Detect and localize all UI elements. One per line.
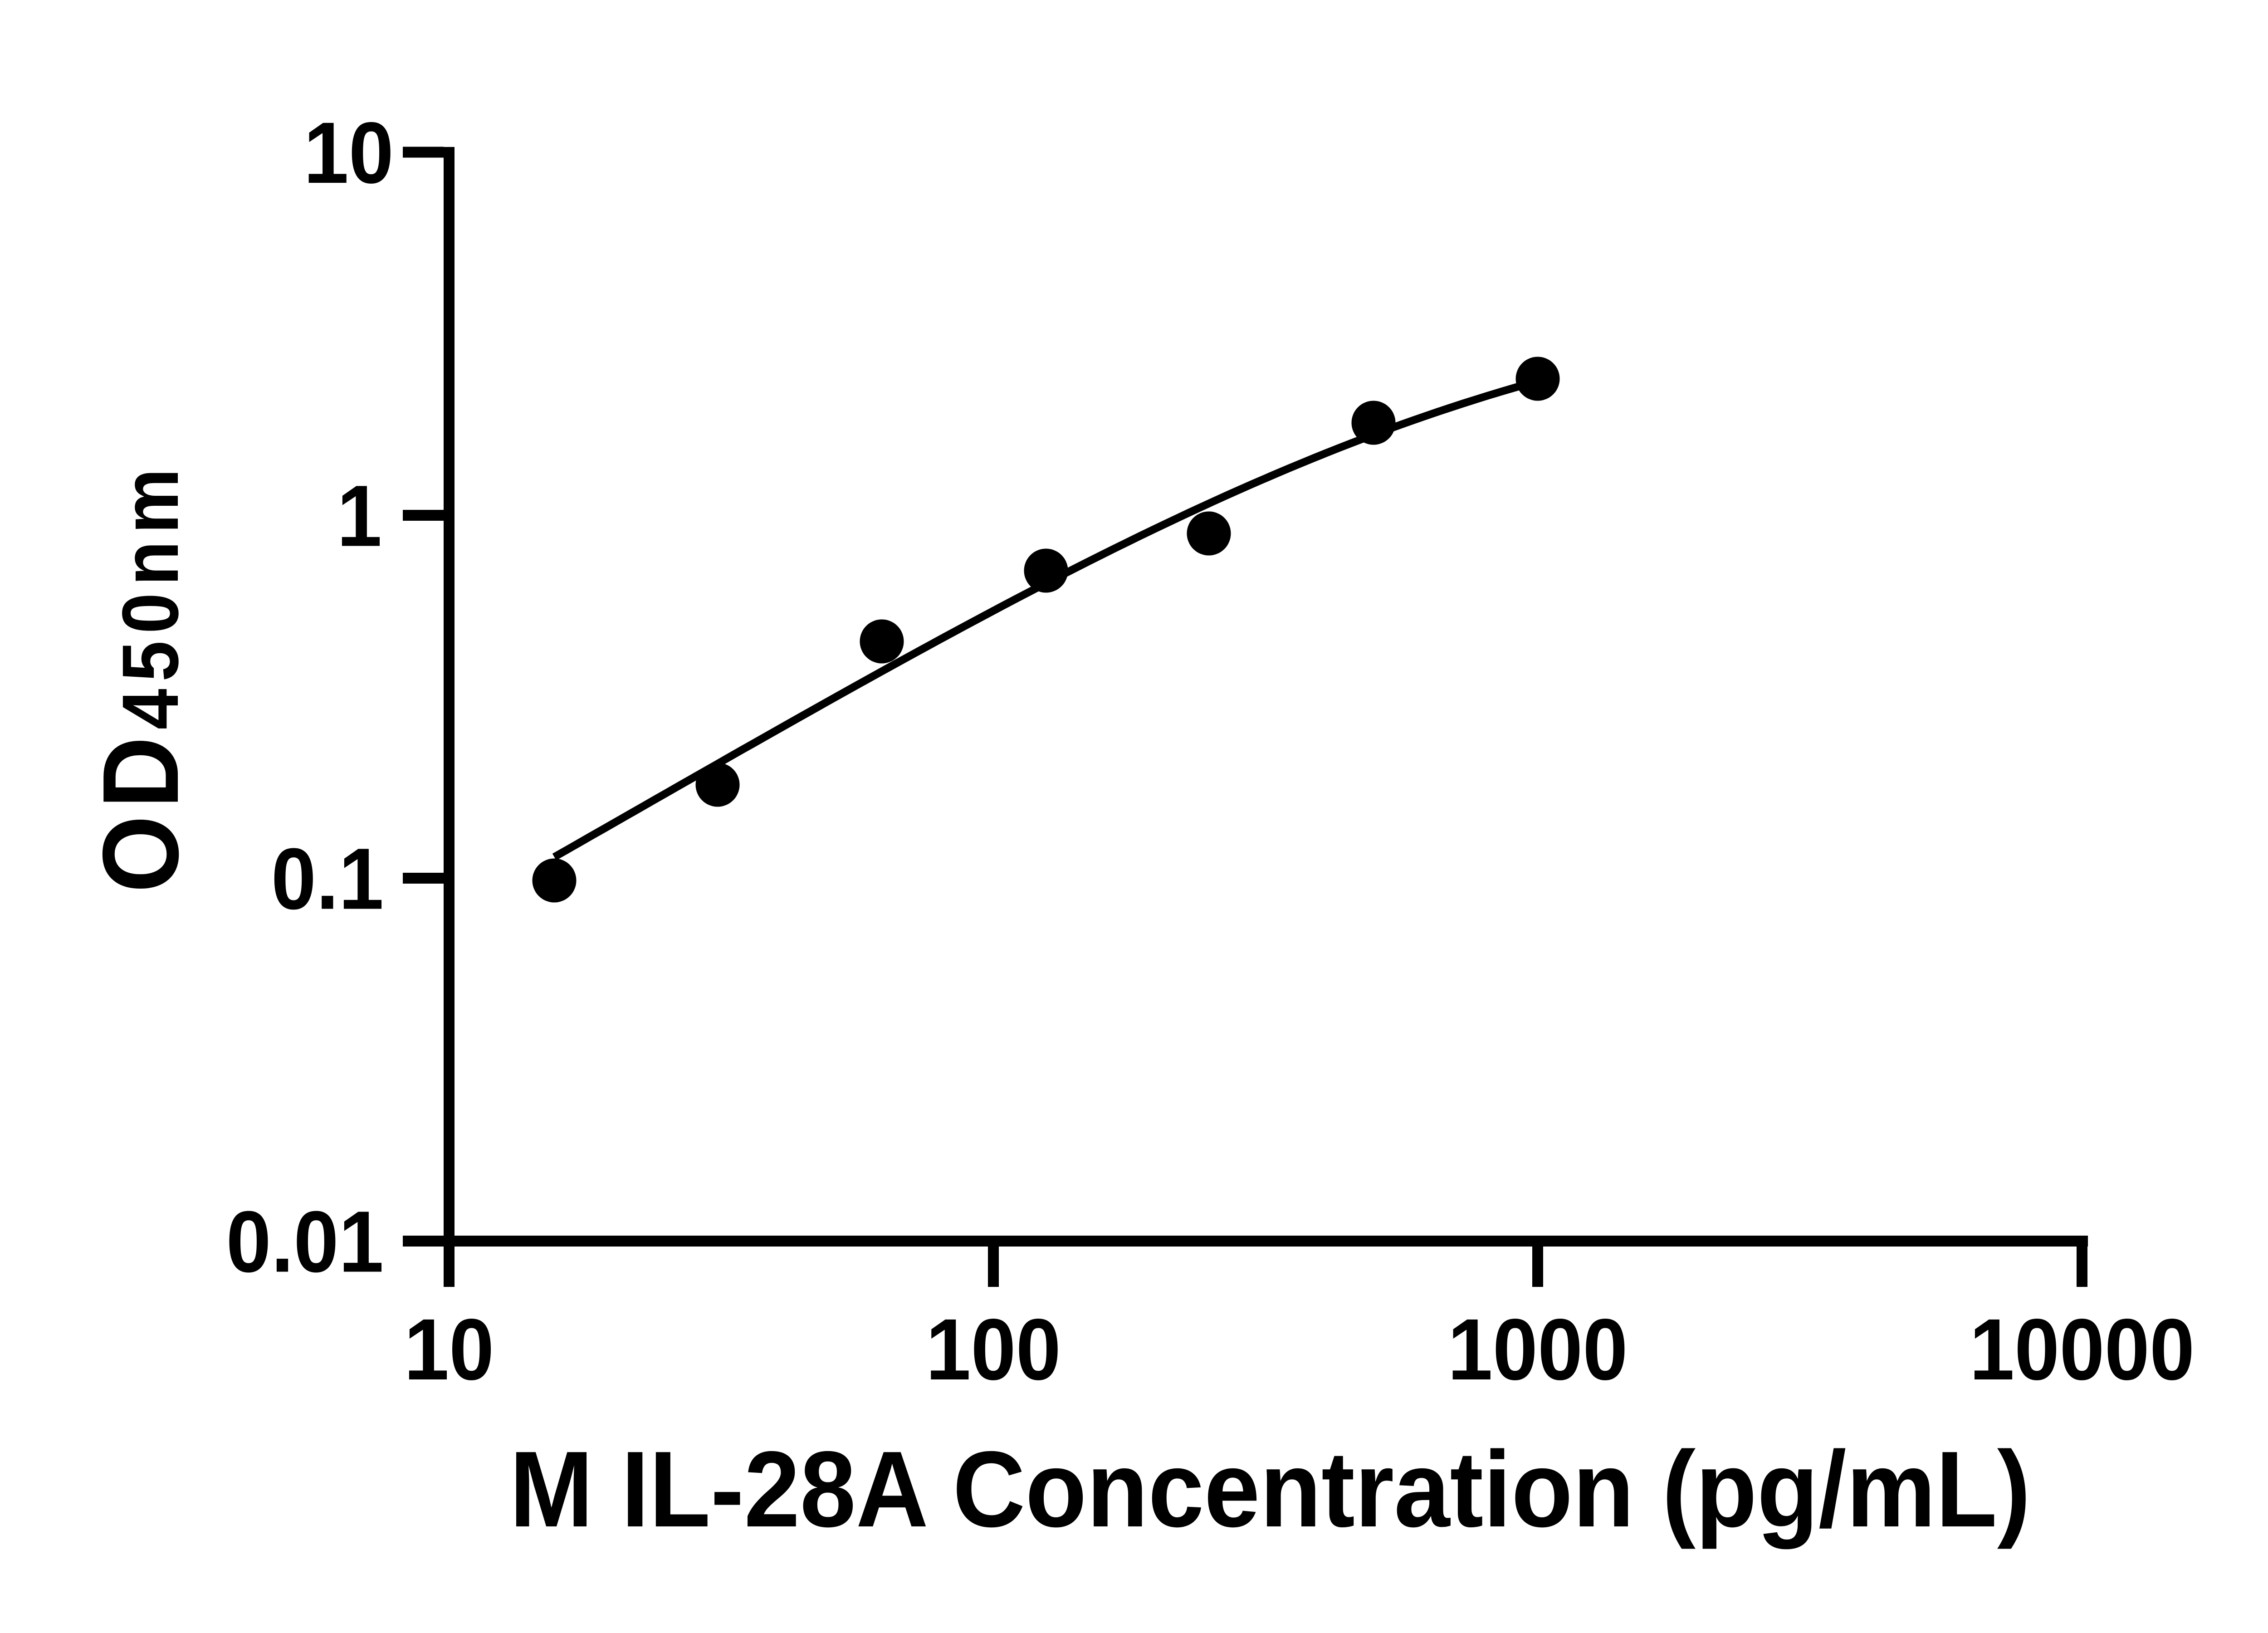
svg-text:10: 10 xyxy=(404,1301,494,1398)
svg-text:M IL-28A Concentration (pg/mL): M IL-28A Concentration (pg/mL) xyxy=(509,1429,2030,1550)
svg-text:1: 1 xyxy=(337,468,382,565)
svg-text:100: 100 xyxy=(926,1301,1061,1398)
svg-text:0.01: 0.01 xyxy=(226,1193,384,1291)
svg-text:10: 10 xyxy=(303,104,394,201)
svg-text:1000: 1000 xyxy=(1447,1301,1628,1398)
svg-text:OD450nm: OD450nm xyxy=(81,461,201,893)
svg-text:10000: 10000 xyxy=(1970,1301,2195,1398)
svg-text:0.1: 0.1 xyxy=(271,831,384,928)
